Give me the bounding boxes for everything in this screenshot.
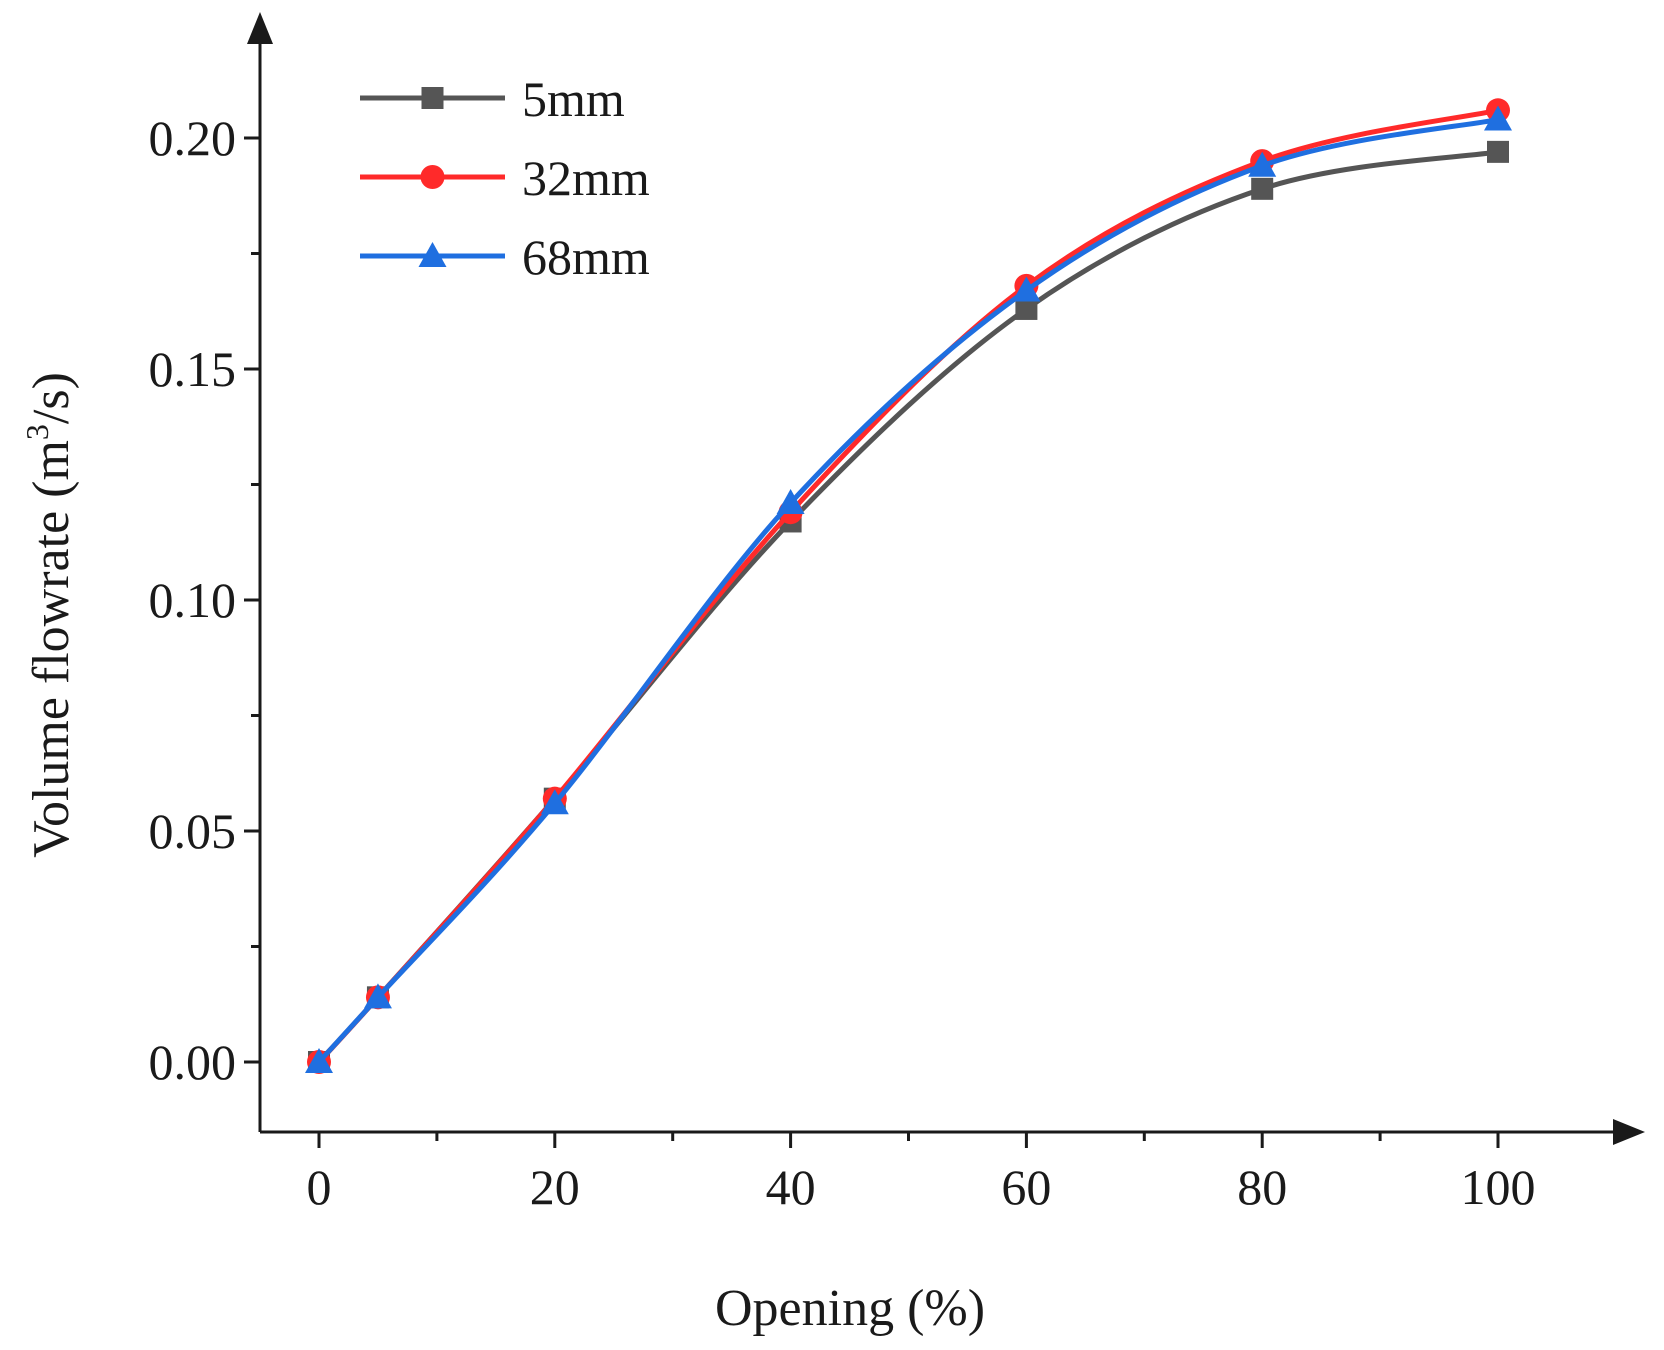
x-tick-label: 0 <box>307 1159 332 1215</box>
y-tick-label: 0.15 <box>149 341 237 397</box>
y-axis-title: Volume flowrate (m3/s) <box>19 372 80 858</box>
y-tick-label: 0.10 <box>149 572 237 628</box>
legend: 5mm 32mm 68mm <box>360 71 650 285</box>
x-tick-label: 100 <box>1461 1159 1536 1215</box>
legend-label: 68mm <box>522 229 650 285</box>
ticks: 0 20 40 60 80 100 0.00 0.05 0.10 0.15 0.20 <box>149 110 1536 1215</box>
data-point <box>540 789 569 815</box>
y-tick-label: 0.20 <box>149 110 237 166</box>
y-axis-arrow <box>247 12 273 44</box>
legend-marker <box>418 242 447 267</box>
series-68mm <box>305 105 1512 1073</box>
y-axis-title-suffix: /s) <box>23 372 80 424</box>
legend-label: 5mm <box>522 71 625 127</box>
data-point <box>1251 177 1274 200</box>
y-axis-title-prefix: Volume flowrate (m <box>23 440 80 858</box>
data-point <box>1487 140 1509 163</box>
legend-entry-32mm: 32mm <box>360 150 650 206</box>
y-axis-title-superscript: 3 <box>19 424 55 440</box>
data-point <box>1248 151 1277 177</box>
y-tick-label: 0.05 <box>149 803 237 859</box>
x-tick-label: 80 <box>1237 1159 1287 1215</box>
series-layer <box>305 98 1512 1074</box>
legend-marker <box>420 165 445 189</box>
legend-marker <box>421 87 444 109</box>
series-32mm <box>307 98 1510 1074</box>
series-line <box>316 117 1501 1065</box>
series-line <box>316 149 1501 1065</box>
data-point <box>1484 105 1512 131</box>
x-tick-label: 60 <box>1001 1159 1051 1215</box>
data-point <box>1012 276 1041 302</box>
legend-entry-5mm: 5mm <box>360 71 625 127</box>
axes <box>247 12 1645 1145</box>
x-tick-label: 20 <box>530 1159 580 1215</box>
x-axis-arrow <box>1613 1119 1645 1145</box>
x-axis-title: Opening (%) <box>715 1280 985 1337</box>
legend-entry-68mm: 68mm <box>360 229 650 285</box>
series-line <box>316 107 1501 1065</box>
legend-label: 32mm <box>522 150 650 206</box>
y-tick-label: 0.00 <box>149 1034 237 1090</box>
data-point <box>363 983 392 1009</box>
data-point <box>1015 297 1038 320</box>
series-5mm <box>308 140 1509 1073</box>
x-tick-label: 40 <box>766 1159 816 1215</box>
data-point <box>776 488 805 514</box>
data-point <box>305 1048 333 1073</box>
